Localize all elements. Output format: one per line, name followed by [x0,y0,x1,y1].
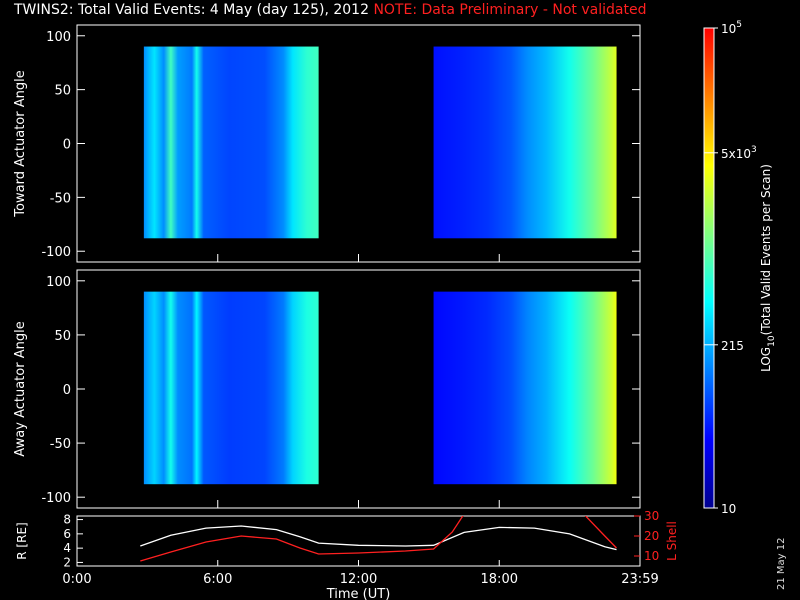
xlabel: Time (UT) [326,587,391,600]
ytick-label-right-0: 30 [644,509,659,523]
orbit-frame [76,515,641,567]
ytick-label-left-1: 6 [63,527,71,541]
ytick-label-away-1: 50 [54,329,71,344]
title-main: TWINS2: Total Valid Events: 4 May (day 1… [14,2,369,18]
ytick-label-left-3: 2 [63,555,71,569]
date-stamp: 21 May 12 [776,537,787,590]
ytick-label-right-1: 20 [644,529,659,543]
heatmap-block-away-1 [433,291,617,485]
ytick-label-left-2: 4 [63,541,71,555]
colorbar-tick-label-1: 5x103 [721,145,757,161]
colorbar-label-main: LOG [759,347,773,372]
ytick-label-left-0: 8 [63,513,71,527]
ytick-label-away-4: -100 [41,491,71,506]
ytick-label-away-2: 0 [63,383,71,398]
ylabel-toward: Toward Actuator Angle [13,70,28,217]
xtick-label-4: 23:59 [621,572,658,587]
heatmap-block-away-0 [143,291,319,485]
colorbar-label-rest: (Total Valid Events per Scan) [759,164,773,335]
ytick-label-toward-2: 0 [63,138,71,153]
heatmap-block-toward-1 [433,46,617,239]
heatmap-panel-toward: 100 50 0 -50 -100 Toward Actuator Angle [13,24,641,263]
xtick-label-2: 12:00 [340,572,377,587]
ytick-label-toward-1: 50 [54,84,71,99]
colorbar-tick-label-3: 10 [721,502,736,516]
series-line-r [140,525,617,551]
ytick-label-away-3: -50 [50,437,71,452]
heatmap-block-toward-0 [143,46,319,239]
xtick-label-1: 6:00 [203,572,232,587]
colorbar-label-sub: 10 [767,335,777,347]
ytick-label-away-0: 100 [46,275,71,290]
ytick-label-toward-3: -50 [50,191,71,206]
ylabel-away: Away Actuator Angle [13,321,28,456]
series-line-lshell [140,516,617,562]
xtick-label-3: 18:00 [481,572,518,587]
ytick-label-right-2: 10 [644,549,659,563]
xtick-label-0: 0:00 [62,572,91,587]
chart-title: TWINS2: Total Valid Events: 4 May (day 1… [14,2,646,18]
title-note: NOTE: Data Preliminary - Not validated [373,2,647,18]
colorbar-tick-exponent-0: 5 [736,20,742,30]
colorbar-tick-exponent-1: 3 [751,145,757,155]
heatmap-panel-away: 100 50 0 -50 -100 Away Actuator Angle [13,269,641,509]
colorbar-tick-label-0: 105 [721,20,742,36]
ylabel-right-orbit: L Shell [665,521,679,561]
colorbar-tick-label-2: 215 [721,339,744,353]
ytick-label-toward-0: 100 [46,30,71,45]
colorbar-label: LOG10(Total Valid Events per Scan) [759,164,777,372]
ylabel-left-orbit: R [RE] [15,522,29,559]
ytick-label-toward-4: -100 [41,245,71,260]
colorbar [703,27,715,509]
